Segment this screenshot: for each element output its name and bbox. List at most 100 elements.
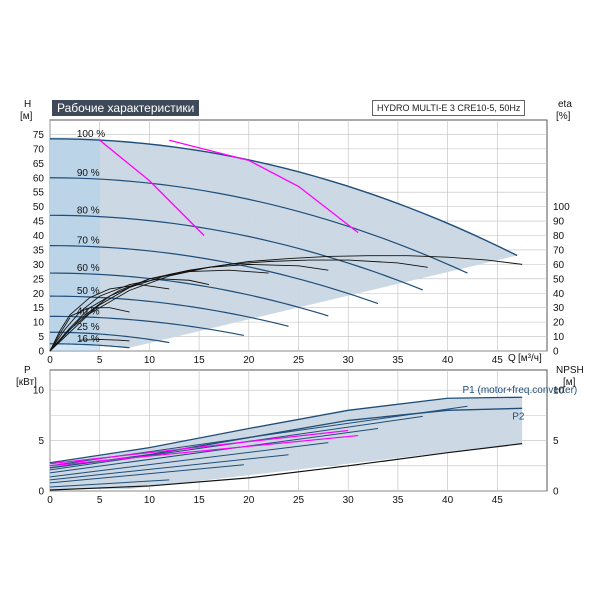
speed-label: 90 % — [77, 168, 100, 179]
eta-tick-label: 90 — [553, 217, 565, 228]
pump-model-label: HYDRO MULTI-E 3 CRE10-5, 50Hz — [372, 100, 526, 116]
x-axis-label: Q — [508, 353, 516, 364]
p-tick-label: 10 — [33, 386, 45, 397]
speed-label: 40 % — [77, 306, 100, 317]
y-tick-label: 10 — [33, 318, 45, 329]
speed-curve-100 — [49, 138, 518, 257]
x-tick-label: 30 — [343, 355, 355, 366]
x-tick-label: 10 — [144, 495, 156, 506]
speed-curve-16 — [49, 343, 130, 349]
efficiency-power-curve-2 — [49, 434, 359, 467]
eta-tick-label: 100 — [553, 202, 570, 213]
y-axis-unit: [м] — [20, 111, 33, 122]
performance-plot: 100 % 90 % 80 % 70 % 60 % 50 % 40 % 25 %16 % 0 5 1… — [20, 99, 572, 366]
y-tick-label: 45 — [33, 217, 45, 228]
x-tick-label: 5 — [97, 495, 103, 506]
speed-label: 100 % — [77, 129, 105, 140]
p2-label: P2 — [512, 411, 525, 422]
speed-curve-80 — [49, 214, 423, 291]
speed-curve-70 — [49, 245, 379, 305]
x-tick-label: 45 — [492, 355, 504, 366]
eta-tick-label: 20 — [553, 318, 565, 329]
low-flow-band — [50, 137, 100, 351]
x-tick-label: 25 — [293, 495, 305, 506]
y-tick-label: 40 — [33, 231, 45, 242]
y-tick-label: 70 — [33, 144, 45, 155]
eta-curve-6 — [49, 284, 170, 352]
eta-curve-3 — [49, 263, 329, 352]
p1-label: P1 (motor+freq.converter) — [463, 385, 578, 396]
eta-tick-label: 30 — [553, 303, 565, 314]
x-tick-label: 45 — [492, 495, 504, 506]
eta-tick-label: 10 — [553, 332, 565, 343]
efficiency-curve-1 — [99, 139, 205, 236]
y-tick-label: 5 — [38, 332, 44, 343]
power-curve-6 — [49, 464, 244, 484]
eta-curve-5 — [49, 278, 210, 352]
eta-tick-label: 60 — [553, 260, 565, 271]
eta-tick-label: 50 — [553, 274, 565, 285]
power-curve-7 — [49, 479, 170, 488]
p-tick-label: 0 — [38, 487, 44, 498]
power-curve-3 — [49, 427, 379, 474]
speed-label: 25 % — [77, 322, 100, 333]
x-tick-label: 5 — [97, 355, 103, 366]
npsh-axis-label: NPSH — [556, 365, 584, 376]
power-curve-4 — [49, 442, 329, 478]
x-tick-label: 30 — [343, 495, 355, 506]
x-tick-label: 40 — [442, 495, 454, 506]
x-tick-label: 40 — [442, 355, 454, 366]
x-tick-label: 25 — [293, 355, 305, 366]
eta-curve-2 — [49, 259, 428, 352]
eta-curve-9 — [49, 317, 71, 352]
npsh-curve — [49, 443, 523, 491]
chart-title: Рабочие характеристики — [52, 100, 200, 116]
y-tick-label: 75 — [33, 130, 45, 141]
x-tick-label: 15 — [194, 355, 206, 366]
x-tick-label: 35 — [392, 355, 404, 366]
eta-tick-label: 80 — [553, 231, 565, 242]
y-tick-label: 55 — [33, 188, 45, 199]
p2-curve — [49, 407, 523, 469]
p-axis-unit: [кВт] — [16, 377, 37, 388]
eta-axis-label: eta — [558, 99, 572, 110]
speed-curve-60 — [49, 272, 329, 317]
eta-curve-4 — [49, 269, 269, 352]
eta-curve-1 — [49, 255, 523, 352]
speed-curve-50 — [49, 295, 289, 327]
y-tick-label: 60 — [33, 173, 45, 184]
npsh-tick-label: 10 — [553, 386, 565, 397]
operating-region — [50, 138, 518, 348]
x-axis-unit: [м³/ч] — [518, 353, 542, 364]
efficiency-curve-2 — [169, 139, 359, 234]
eta-tick-label: 0 — [553, 347, 559, 358]
x-tick-label: 20 — [243, 355, 255, 366]
eta-axis-unit: [%] — [556, 111, 571, 122]
x-tick-label: 35 — [392, 495, 404, 506]
y-tick-label: 25 — [33, 274, 45, 285]
efficiency-power-curve-1 — [49, 429, 349, 465]
speed-label: 80 % — [77, 205, 100, 216]
x-tick-label: 15 — [194, 495, 206, 506]
p-tick-label: 5 — [38, 436, 44, 447]
y-tick-label: 0 — [38, 347, 44, 358]
x-tick-label: 0 — [47, 495, 53, 506]
y-tick-label: 20 — [33, 289, 45, 300]
speed-label: 60 % — [77, 263, 100, 274]
p-axis-label: P — [24, 365, 31, 376]
npsh-tick-label: 0 — [553, 487, 559, 498]
y-tick-label: 65 — [33, 159, 45, 170]
y-axis-label: H — [24, 99, 31, 110]
npsh-tick-label: 5 — [553, 436, 559, 447]
power-plot: P1 (motor+freq.converter) P2 0 5 10 15 20 25 30 3… — [16, 365, 584, 506]
speed-label: 50 % — [77, 286, 100, 297]
speed-label: 16 % — [77, 334, 100, 345]
npsh-axis-unit: [м] — [563, 377, 576, 388]
x-tick-label: 0 — [47, 355, 53, 366]
y-tick-label: 50 — [33, 202, 45, 213]
speed-curve-90 — [49, 177, 468, 274]
y-tick-label: 35 — [33, 245, 45, 256]
p1-curve — [49, 396, 523, 464]
speed-label: 70 % — [77, 236, 100, 247]
